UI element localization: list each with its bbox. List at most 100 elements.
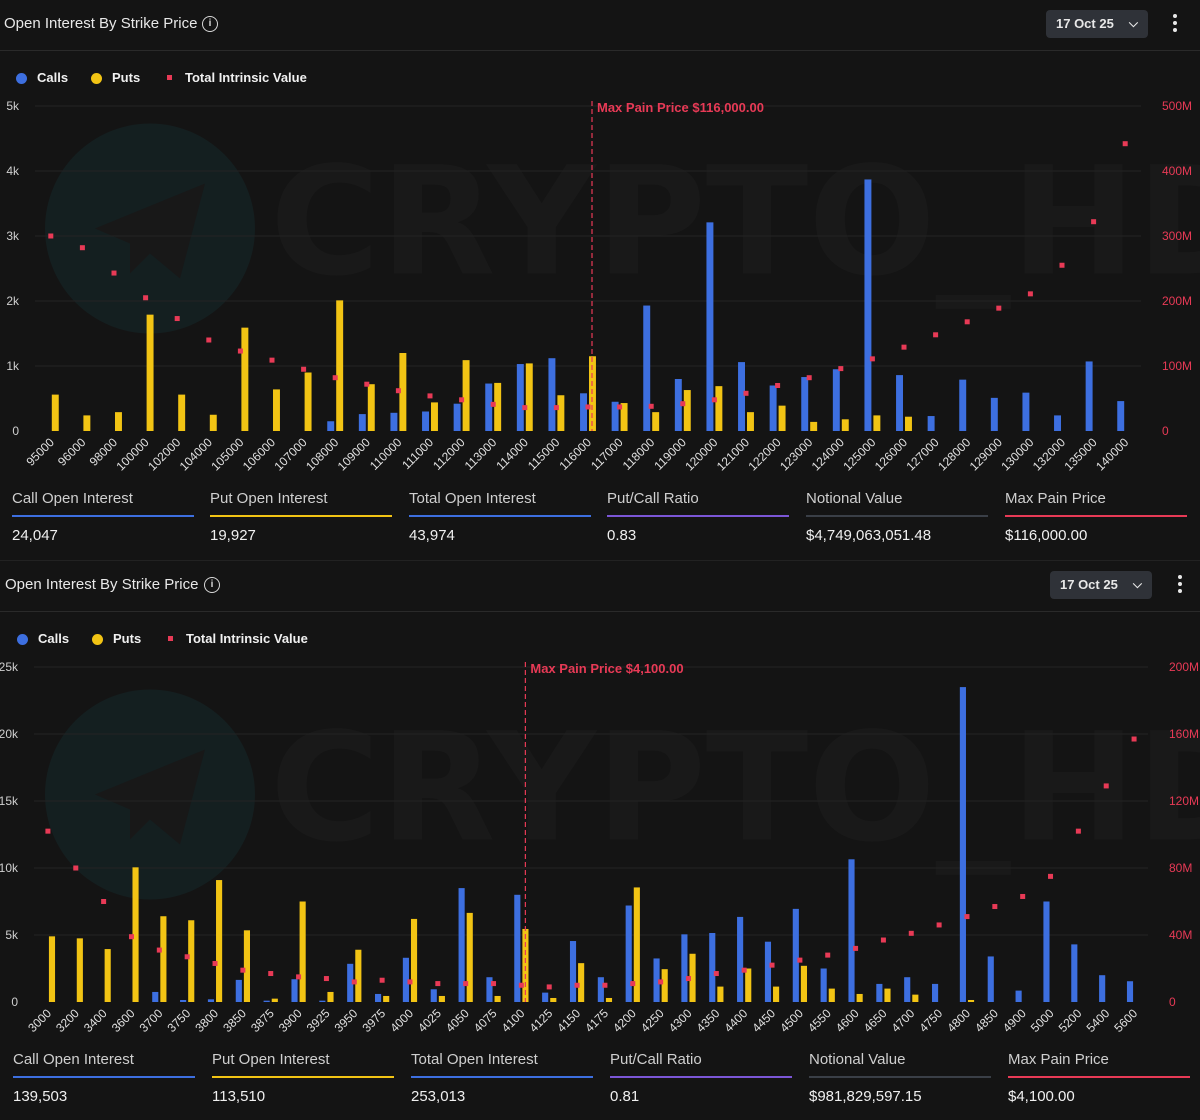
date-selector[interactable]: 17 Oct 25 ⌵ [1046,10,1148,38]
puts-bar[interactable] [522,928,529,1002]
puts-bar[interactable] [717,986,724,1002]
calls-bar[interactable] [987,956,994,1002]
intrinsic-point[interactable] [296,974,302,980]
intrinsic-point[interactable] [713,971,719,977]
intrinsic-point[interactable] [212,960,218,966]
puts-bar[interactable] [216,880,223,1002]
puts-bar[interactable] [873,415,881,431]
puts-bar[interactable] [810,421,818,431]
calls-bar[interactable] [792,908,799,1002]
calls-bar[interactable] [625,905,632,1002]
calls-bar[interactable] [738,362,745,431]
intrinsic-point[interactable] [825,952,831,958]
calls-bar[interactable] [674,379,682,431]
puts-bar[interactable] [383,995,390,1002]
calls-bar[interactable] [904,977,911,1002]
intrinsic-point[interactable] [268,971,274,977]
calls-bar[interactable] [390,412,398,431]
calls-bar[interactable] [486,977,493,1002]
puts-bar[interactable] [410,918,418,1002]
intrinsic-point[interactable] [936,922,942,928]
calls-bar[interactable] [681,934,688,1002]
puts-bar[interactable] [367,384,375,431]
calls-bar[interactable] [327,421,335,431]
intrinsic-point[interactable] [806,375,812,381]
calls-bar[interactable] [291,979,298,1002]
calls-bar[interactable] [516,364,524,431]
intrinsic-point[interactable] [964,914,970,920]
calls-bar[interactable] [1099,975,1106,1002]
intrinsic-point[interactable] [48,233,54,239]
calls-bar[interactable] [848,859,855,1002]
calls-bar[interactable] [263,1000,270,1002]
intrinsic-point[interactable] [237,348,243,354]
date-selector[interactable]: 17 Oct 25 ⌵ [1050,571,1152,599]
intrinsic-point[interactable] [463,981,469,987]
intrinsic-point[interactable] [184,954,190,960]
intrinsic-point[interactable] [332,375,338,381]
intrinsic-point[interactable] [553,405,559,411]
puts-bar[interactable] [336,300,344,431]
puts-bar[interactable] [115,412,122,431]
intrinsic-point[interactable] [427,393,433,399]
puts-bar[interactable] [76,938,83,1002]
puts-bar[interactable] [778,405,786,431]
puts-bar[interactable] [83,415,91,431]
calls-bar[interactable] [514,894,521,1002]
puts-bar[interactable] [132,867,139,1002]
intrinsic-point[interactable] [269,357,275,363]
intrinsic-point[interactable] [143,295,149,301]
intrinsic-point[interactable] [435,981,441,987]
calls-bar[interactable] [876,983,883,1002]
puts-bar[interactable] [747,412,754,431]
calls-bar[interactable] [422,411,429,432]
puts-bar[interactable] [745,968,752,1003]
intrinsic-point[interactable] [741,967,747,973]
calls-bar[interactable] [769,385,777,432]
puts-bar[interactable] [48,936,56,1002]
calls-bar[interactable] [402,957,409,1002]
calls-bar[interactable] [801,377,809,431]
calls-bar[interactable] [643,305,651,431]
intrinsic-point[interactable] [617,404,623,410]
puts-bar[interactable] [661,969,668,1002]
puts-bar[interactable] [438,995,445,1002]
intrinsic-point[interactable] [1020,893,1026,899]
calls-bar[interactable] [542,992,549,1002]
intrinsic-point[interactable] [459,397,465,403]
puts-bar[interactable] [209,414,217,431]
puts-bar[interactable] [299,901,306,1003]
intrinsic-point[interactable] [490,401,496,407]
intrinsic-point[interactable] [602,982,608,988]
puts-bar[interactable] [557,395,565,431]
intrinsic-point[interactable] [769,962,775,968]
puts-bar[interactable] [550,997,557,1002]
intrinsic-point[interactable] [680,401,686,407]
calls-bar[interactable] [706,222,714,431]
calls-bar[interactable] [548,358,556,431]
intrinsic-point[interactable] [1091,219,1097,225]
kebab-icon[interactable] [1170,12,1180,36]
intrinsic-point[interactable] [574,982,580,988]
puts-bar[interactable] [160,916,167,1002]
intrinsic-point[interactable] [880,937,886,943]
calls-bar[interactable] [737,916,744,1002]
intrinsic-point[interactable] [45,828,51,834]
intrinsic-point[interactable] [174,316,180,322]
puts-bar[interactable] [967,999,975,1002]
puts-bar[interactable] [466,912,473,1002]
intrinsic-point[interactable] [996,305,1002,311]
calls-bar[interactable] [959,379,967,431]
calls-bar[interactable] [597,977,604,1002]
puts-bar[interactable] [273,389,280,431]
calls-bar[interactable] [485,383,493,431]
intrinsic-point[interactable] [323,976,329,982]
intrinsic-point[interactable] [79,245,85,251]
puts-bar[interactable] [633,887,640,1002]
puts-bar[interactable] [104,949,111,1002]
puts-bar[interactable] [462,360,470,431]
intrinsic-point[interactable] [101,899,107,904]
calls-bar[interactable] [820,968,827,1003]
intrinsic-point[interactable] [206,337,212,343]
puts-bar[interactable] [243,930,251,1002]
